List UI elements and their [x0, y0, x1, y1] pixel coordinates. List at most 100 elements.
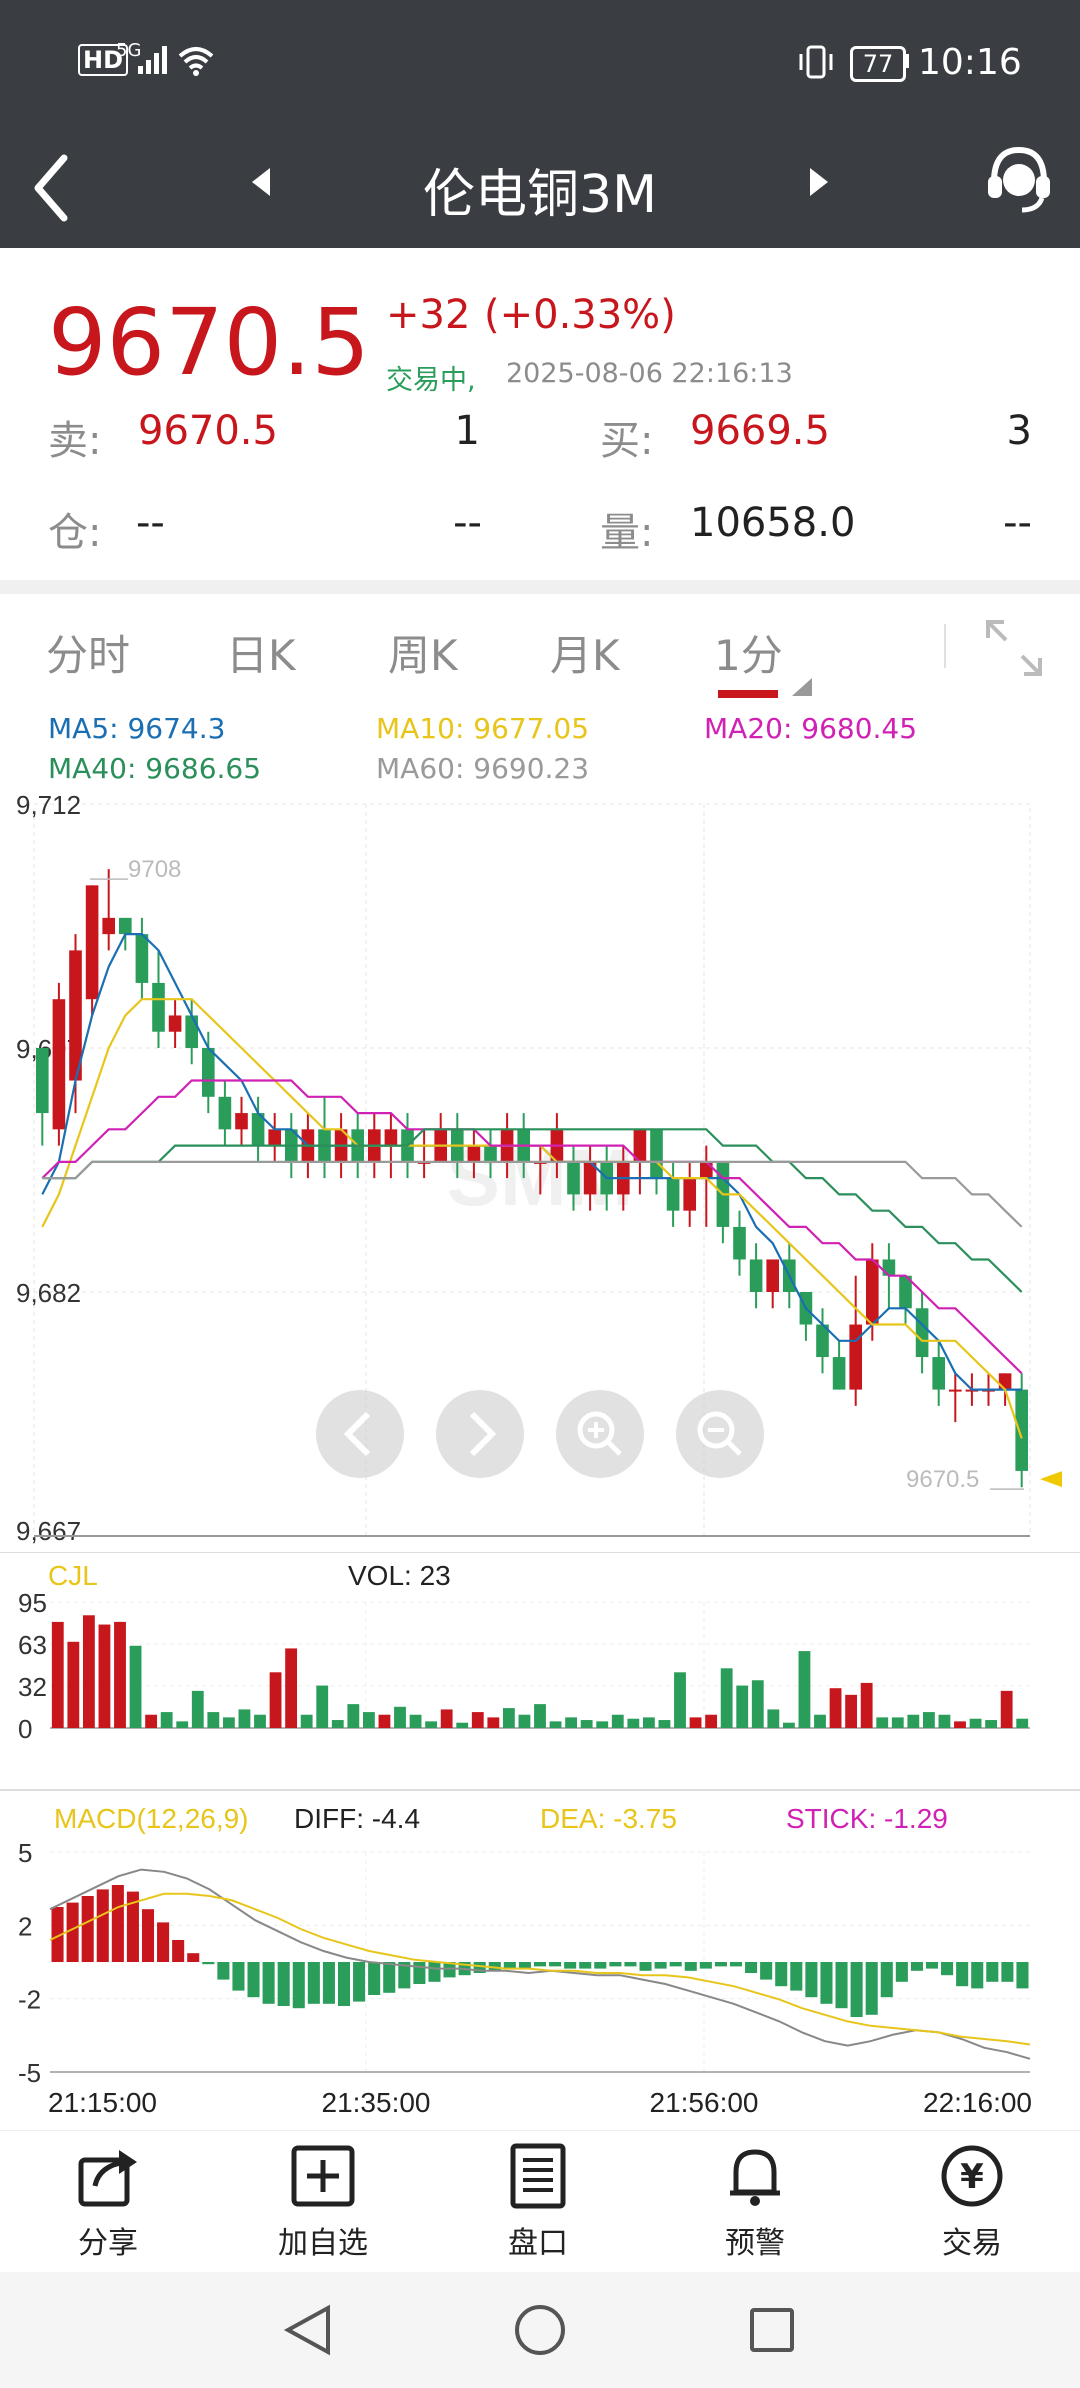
zoom-out-icon	[697, 1411, 742, 1456]
volume-bar	[300, 1714, 313, 1728]
candle-body	[35, 1048, 49, 1114]
macd-histogram-bar	[594, 1962, 607, 1969]
volume-bar	[907, 1714, 920, 1728]
candle-body	[948, 1389, 962, 1392]
volume-bar	[425, 1721, 438, 1728]
system-recents-icon[interactable]	[744, 2302, 800, 2358]
system-home-icon[interactable]	[512, 2302, 568, 2358]
tab-1min[interactable]: 1分	[714, 631, 783, 680]
network-type: 5G	[116, 40, 142, 61]
candle-body	[766, 1259, 780, 1292]
add-icon	[291, 2145, 355, 2207]
y-tick-label: 0	[18, 1714, 32, 1744]
y-tick-label: 95	[18, 1588, 47, 1618]
volume-bar	[642, 1717, 655, 1728]
x-tick-label: 22:16:00	[923, 2087, 1032, 2118]
volume-bar	[456, 1722, 469, 1728]
next-contract-icon[interactable]	[806, 162, 832, 202]
macd-histogram-bar	[745, 1962, 758, 1973]
y-tick-label: 63	[18, 1630, 47, 1660]
market-depth-button[interactable]: 盘口	[468, 2140, 608, 2262]
volume-bar	[145, 1714, 158, 1728]
clock: 10:16	[918, 42, 1022, 83]
volume-bar	[891, 1717, 904, 1728]
share-button[interactable]: 分享	[38, 2140, 178, 2262]
macd-histogram-bar	[850, 1962, 863, 2017]
system-back-icon[interactable]	[280, 2302, 336, 2358]
pan-left-button[interactable]	[316, 1390, 404, 1478]
candle-body	[268, 1129, 282, 1146]
volume-bar	[98, 1624, 111, 1728]
tab-intraday[interactable]: 分时	[46, 631, 131, 680]
macd-histogram-bar	[187, 1953, 200, 1962]
quote-timestamp: 2025-08-06 22:16:13	[506, 358, 793, 389]
volume-chart[interactable]: 95 63 32 0 CJL VOL: 23	[0, 1552, 1080, 1792]
candle-body	[865, 1259, 879, 1325]
system-nav-bar	[0, 2272, 1080, 2388]
fullscreen-icon[interactable]	[982, 616, 1046, 680]
price-alert-button[interactable]: 预警	[685, 2140, 825, 2262]
last-price-marker	[1040, 1471, 1062, 1488]
tab-monthly-k[interactable]: 月K	[550, 631, 620, 680]
zoom-out-button[interactable]	[676, 1390, 764, 1478]
trade-button[interactable]: ¥ 交易	[902, 2140, 1042, 2262]
customer-service-icon[interactable]	[984, 142, 1054, 218]
macd-histogram-bar	[262, 1962, 275, 2004]
candle-body	[733, 1226, 746, 1260]
y-tick-label: 9,667	[16, 1516, 81, 1546]
pan-right-button[interactable]	[436, 1390, 524, 1478]
zoom-in-button[interactable]	[556, 1390, 644, 1478]
buy-label: 买:	[600, 418, 654, 464]
volume-bar	[285, 1648, 298, 1728]
macd-chart[interactable]: 5 2 -2 -5 MACD(12,26,9) DIFF: -4.4 DEA: -3.…	[0, 1794, 1080, 2134]
prev-contract-icon[interactable]	[248, 162, 274, 202]
signal-icon	[138, 46, 167, 74]
candle-body	[218, 1096, 232, 1130]
add-watchlist-button[interactable]: 加自选	[253, 2140, 393, 2262]
last-price: 9670.5	[48, 289, 370, 396]
tab-daily-k[interactable]: 日K	[226, 631, 296, 680]
period-dropdown-icon[interactable]	[788, 676, 814, 698]
candle-body	[85, 885, 99, 1000]
macd-histogram-bar	[96, 1889, 109, 1962]
ma10-legend: MA10: 9677.05	[376, 712, 590, 745]
macd-histogram-bar	[684, 1962, 697, 1971]
volume-bar	[316, 1685, 329, 1728]
volume-bar	[627, 1718, 640, 1728]
macd-histogram-bar	[66, 1902, 79, 1962]
open-interest-label: 仓:	[48, 510, 102, 556]
candle-body	[467, 1145, 481, 1162]
macd-histogram-bar	[353, 1962, 366, 2002]
volume-bar	[502, 1708, 515, 1728]
y-tick-label: 9,682	[16, 1278, 81, 1308]
macd-histogram-bar	[232, 1962, 245, 1991]
macd-histogram-bar	[775, 1962, 788, 1987]
price-change-pct: (+0.33%)	[484, 292, 676, 338]
tab-weekly-k[interactable]: 周K	[388, 631, 458, 680]
share-label: 分享	[78, 2226, 138, 2261]
volume-bar	[82, 1615, 95, 1728]
candle-body	[915, 1308, 929, 1358]
candle-body	[201, 1048, 215, 1097]
sell-qty: 1	[454, 408, 480, 454]
volume-bar	[160, 1712, 173, 1728]
chevron-right-icon	[469, 1411, 497, 1457]
macd-histogram-bar	[880, 1962, 893, 1998]
back-icon[interactable]	[28, 150, 72, 226]
macd-histogram-bar	[81, 1896, 94, 1962]
macd-histogram-bar	[895, 1962, 908, 1982]
macd-diff-label: DIFF: -4.4	[294, 1803, 420, 1834]
volume-bar	[565, 1717, 578, 1728]
y-tick-label: 2	[18, 1911, 32, 1941]
candle-body	[52, 999, 66, 1130]
share-icon	[78, 2150, 137, 2207]
volume-bar	[674, 1672, 686, 1728]
dea-line	[49, 1892, 1031, 2046]
volume-bar	[829, 1688, 842, 1728]
candle-body	[69, 950, 82, 1081]
macd-histogram-bar	[956, 1962, 969, 1987]
volume-bar	[549, 1721, 562, 1728]
buy-price: 9669.5	[690, 408, 830, 454]
macd-histogram-bar	[383, 1962, 396, 1993]
